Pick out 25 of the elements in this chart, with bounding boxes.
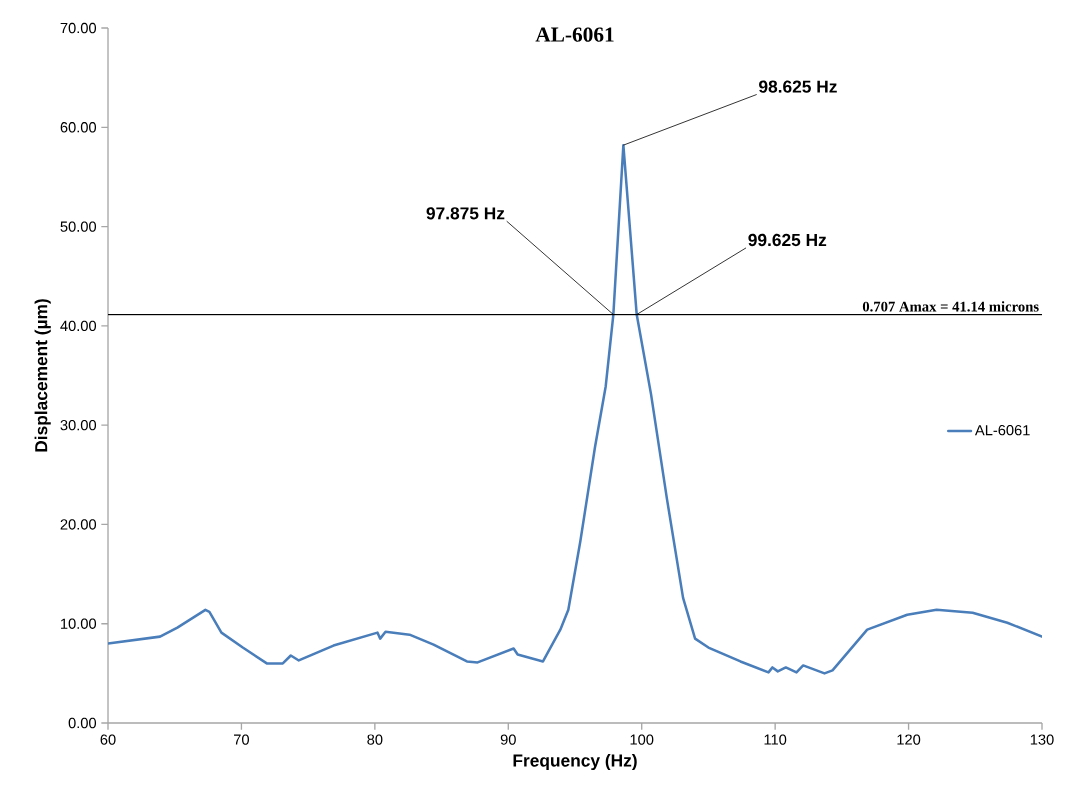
y-tick-label: 60.00 (60, 122, 97, 133)
chart-title: AL-6061 (535, 27, 614, 42)
y-tick-label: 20.00 (60, 519, 97, 530)
y-tick-label: 30.00 (60, 419, 97, 431)
y-axis-title: Displacement (µm) (34, 299, 51, 452)
annotation: 99.625 Hz (748, 233, 827, 247)
x-tick-label: 70 (234, 734, 249, 745)
y-tick-label: 70.00 (60, 22, 97, 34)
x-tick-label: 120 (897, 734, 921, 745)
y-tick-label: 50.00 (60, 221, 97, 232)
legend-label: AL-6061 (974, 425, 1030, 436)
x-tick-label: 110 (764, 734, 787, 745)
x-tick-label: 60 (100, 734, 116, 745)
x-tick-label: 80 (367, 734, 383, 745)
y-tick-label: 40.00 (60, 320, 97, 332)
y-tick-label: 0.00 (68, 717, 97, 729)
y-tick-label: 10.00 (61, 618, 97, 629)
x-tick-label: 100 (630, 734, 654, 745)
x-tick-label: 90 (500, 734, 516, 745)
x-axis-title: Frequency (Hz) (513, 753, 637, 771)
annotation: 98.625 Hz (759, 80, 837, 93)
x-tick-label: 130 (1030, 734, 1054, 745)
ref-line-label: 0.707 Amax = 41.14 microns (862, 301, 1039, 312)
annotation: 97.875 Hz (426, 207, 505, 220)
line-series (108, 143, 1042, 675)
